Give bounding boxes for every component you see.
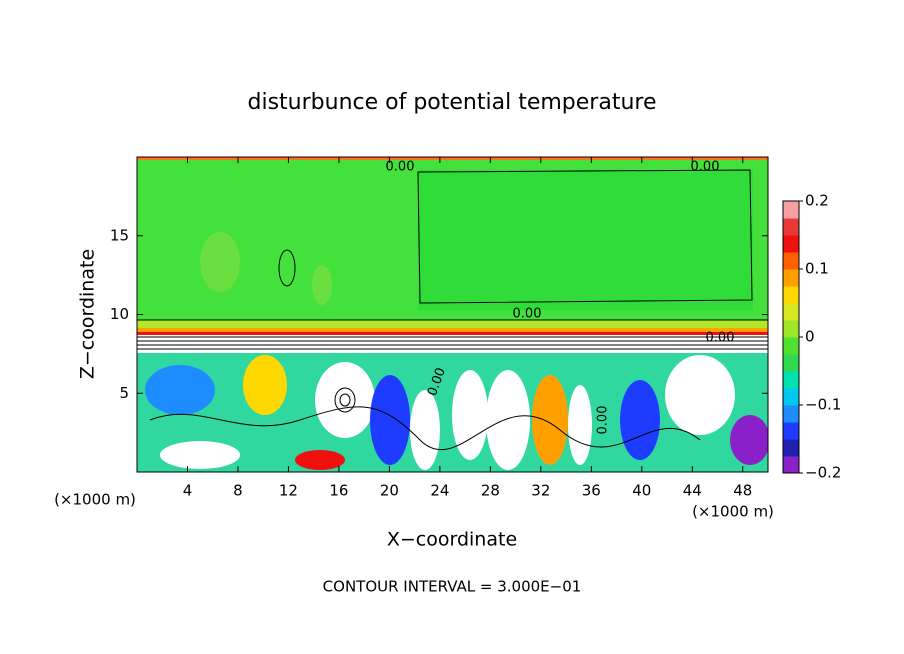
chart-title: disturbunce of potential temperature [248,90,657,115]
x-tick-label: 48 [733,482,752,500]
colorbar-band [783,235,799,253]
contour-label: 0.00 [596,406,611,435]
colorbar-band [783,371,799,389]
colorbar-band [783,439,799,457]
colorbar-band [783,354,799,372]
field [137,157,768,472]
y-axis-label: Z−coordinate [77,249,99,379]
colorbar-tick-label: −0.1 [805,396,841,414]
colorbar-tick-label: 0.2 [805,192,829,210]
x-tick-label: 16 [329,482,348,500]
y-tick-label: 5 [119,384,129,402]
colorbar-band [783,388,799,406]
x-tick-label: 4 [183,482,193,500]
x-unit-label: (×1000 m) [54,491,136,509]
contour-label: 0.00 [706,331,735,346]
colorbar-tick-label: 0.1 [805,260,829,278]
colorbar-band [783,337,799,355]
colorbar-tick-label: −0.2 [805,464,841,482]
y-tick-label: 10 [110,305,129,323]
colorbar-band [783,456,799,474]
contour-label: 0.00 [691,160,720,175]
colorbar-band [783,405,799,423]
y-tick-label: 15 [110,226,129,244]
colorbar-tick-label: 0 [805,328,815,346]
colorbar-band [783,201,799,219]
colorbar-band [783,269,799,287]
colorbar-band [783,320,799,338]
colorbar-band [783,252,799,270]
colorbar-band [783,286,799,304]
x-tick-label: 20 [380,482,399,500]
colorbar-band [783,303,799,321]
contour-label: 0.00 [513,307,542,322]
x-tick-label: 8 [233,482,243,500]
x-tick-label: 44 [683,482,702,500]
x-unit-label: (×1000 m) [692,503,774,521]
x-tick-label: 32 [531,482,550,500]
x-tick-label: 36 [582,482,601,500]
contour-label: 0.00 [386,160,415,175]
colorbar-band [783,422,799,440]
footer: CONTOUR INTERVAL = 3.000E−01 [323,578,582,596]
x-tick-label: 28 [481,482,500,500]
x-tick-label: 12 [279,482,298,500]
x-tick-label: 24 [430,482,449,500]
colorbar-band [783,218,799,236]
x-tick-label: 40 [632,482,651,500]
x-axis-label: X−coordinate [387,529,517,551]
